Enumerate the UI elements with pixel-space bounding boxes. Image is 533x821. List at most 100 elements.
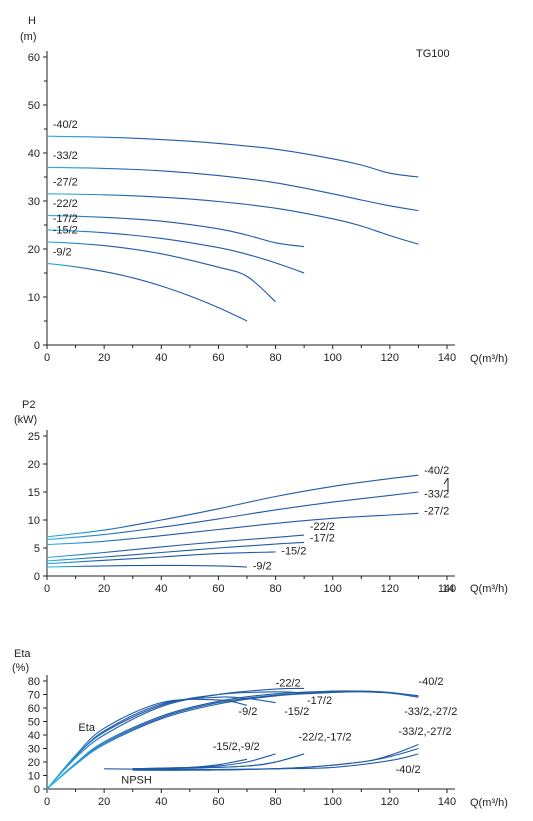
head-series-label: -15/2 — [53, 225, 78, 237]
head-series-label: -40/2 — [53, 119, 78, 131]
eta-x-tick-label: 20 — [98, 796, 110, 808]
eta-y-tick-label: 10 — [28, 771, 40, 783]
head-curve-series-line — [46, 241, 276, 303]
head-x-tick-label: 80 — [269, 352, 281, 364]
power-y-tick-label: 0 — [34, 571, 40, 583]
head-x-tick-label: 40 — [155, 352, 167, 364]
head-series-label: -33/2 — [53, 150, 78, 162]
power-curve-series-line — [46, 564, 248, 568]
eta-npsh-series-line — [132, 758, 248, 770]
eta-series-label: -40/2 — [418, 676, 443, 688]
head-annotation: TG100 — [416, 48, 450, 60]
head-xunit: Q(m³/h) — [470, 353, 508, 365]
head-series-label: -22/2 — [53, 198, 78, 210]
eta-series-label: -15/2,-9/2 — [213, 741, 260, 753]
eta-y-tick-label: 0 — [34, 784, 40, 796]
head-curve-series-line — [46, 193, 419, 245]
head-x-tick-label: 120 — [381, 352, 399, 364]
power-chart: P2 (kW) Q(m³/h) 14 0 20 40 60 80 100 120 140 0 5 1… — [14, 399, 508, 595]
eta-series-label: -22/2,-17/2 — [298, 731, 351, 743]
power-x-tick-label: 100 — [324, 583, 342, 595]
eta-yunit: (%) — [12, 662, 29, 674]
eta-y-tick-label: 20 — [28, 757, 40, 769]
power-series-label: -22/2 — [310, 521, 335, 533]
power-series-label: -17/2 — [310, 532, 335, 544]
eta-npsh-series-line — [132, 743, 419, 771]
power-label-leader — [443, 477, 449, 491]
head-chart: H (m) TG100 Q(m³/h) 0 20 40 60 80 100 120 140 0 1… — [20, 15, 508, 365]
eta-chart: Eta (%) Q(m³/h) 0 20 40 60 80 100 120 140010203… — [12, 648, 508, 809]
head-y-tick-label: 0 — [34, 340, 40, 352]
power-y-tick-label: 20 — [28, 459, 40, 471]
eta-series-label: -22/2 — [276, 677, 301, 689]
eta-y-tick-label: 30 — [28, 744, 40, 756]
eta-npsh-series-line — [104, 753, 419, 771]
head-y-tick-label: 40 — [28, 148, 40, 160]
eta-eta-series-line — [46, 690, 419, 790]
eta-x-tick-label: 140 — [438, 796, 456, 808]
head-curve-series-line — [46, 229, 305, 274]
power-curve-series-line — [46, 541, 305, 562]
head-y-tick-label: 10 — [28, 292, 40, 304]
head-y-tick-label: 30 — [28, 196, 40, 208]
power-curve-series-line — [46, 512, 419, 546]
eta-series-label: Eta — [78, 722, 95, 734]
head-series-label: -27/2 — [53, 177, 78, 189]
power-ylabel: P2 — [22, 399, 35, 411]
eta-y-tick-label: 80 — [28, 676, 40, 688]
eta-eta-series-line — [46, 698, 248, 790]
head-x-tick-label: 140 — [438, 352, 456, 364]
power-y-tick-label: 25 — [28, 431, 40, 443]
power-curve-series-line — [46, 534, 305, 559]
head-y-tick-label: 50 — [28, 100, 40, 112]
head-curve-series-line — [46, 262, 248, 322]
eta-npsh-series-line — [132, 753, 305, 770]
eta-x-tick-label: 120 — [381, 796, 399, 808]
head-series-label: -9/2 — [53, 247, 72, 259]
head-curve-series-line — [46, 214, 305, 248]
eta-x-tick-label: 0 — [44, 796, 50, 808]
eta-y-tick-label: 70 — [28, 690, 40, 702]
power-x-tick-label: 60 — [212, 583, 224, 595]
power-series-label: -15/2 — [281, 546, 306, 558]
power-y-tick-label: 5 — [34, 543, 40, 555]
eta-series-label: NPSH — [121, 775, 152, 787]
power-series-label: -40/2 — [424, 465, 449, 477]
power-stray-tick-label: 14 — [442, 583, 454, 595]
eta-xunit: Q(m³/h) — [470, 797, 508, 809]
eta-eta-series-line — [46, 687, 305, 790]
power-x-tick-label: 80 — [269, 583, 281, 595]
eta-x-tick-label: 40 — [155, 796, 167, 808]
eta-series-label: -17/2 — [307, 695, 332, 707]
eta-y-tick-label: 60 — [28, 703, 40, 715]
head-x-tick-label: 0 — [44, 352, 50, 364]
eta-series-label: -9/2 — [238, 706, 257, 718]
power-curve-series-line — [46, 474, 419, 538]
eta-x-tick-label: 80 — [269, 796, 281, 808]
power-curve-series-line — [46, 491, 419, 541]
head-curve-series-line — [46, 135, 419, 178]
eta-x-tick-label: 100 — [324, 796, 342, 808]
power-series-label: -27/2 — [424, 505, 449, 517]
eta-series-label: -15/2 — [284, 706, 309, 718]
eta-y-tick-label: 50 — [28, 717, 40, 729]
power-curve-series-line — [46, 551, 276, 565]
eta-eta-series-line — [46, 691, 305, 790]
power-x-tick-label: 140 — [438, 583, 456, 595]
power-x-tick-label: 0 — [44, 583, 50, 595]
eta-ylabel: Eta — [14, 648, 31, 660]
head-x-tick-label: 20 — [98, 352, 110, 364]
eta-series-label: -33/2,-27/2 — [404, 706, 457, 718]
head-y-tick-label: 20 — [28, 244, 40, 256]
head-x-tick-label: 100 — [324, 352, 342, 364]
head-y-tick-label: 60 — [28, 52, 40, 64]
power-xunit: Q(m³/h) — [470, 583, 508, 595]
power-y-tick-label: 15 — [28, 487, 40, 499]
eta-y-tick-label: 40 — [28, 730, 40, 742]
eta-x-tick-label: 60 — [212, 796, 224, 808]
eta-eta-series-line — [46, 696, 276, 790]
head-series-label: -17/2 — [53, 213, 78, 225]
eta-series-label: -33/2,-27/2 — [398, 726, 451, 738]
power-series-label: -9/2 — [253, 560, 272, 572]
